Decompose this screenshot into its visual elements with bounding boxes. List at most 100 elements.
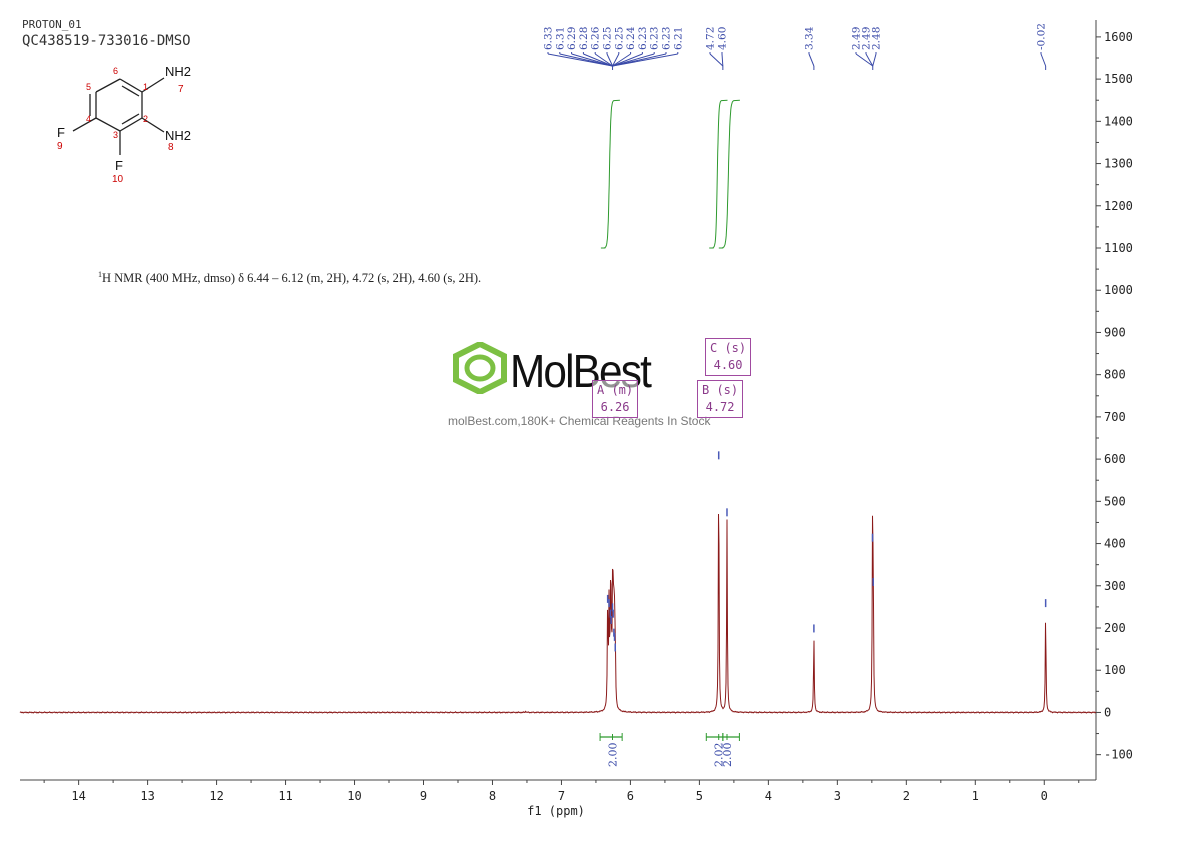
y-tick-label: 1100 (1104, 241, 1133, 255)
atom-9-number: 9 (57, 141, 63, 152)
peak-label: 6.21 (672, 27, 684, 50)
y-tick-label: 400 (1104, 537, 1126, 551)
spectrum-line (19, 513, 1097, 714)
integral-curve (600, 99, 620, 249)
annotation-b-shift: 4.72 (705, 400, 735, 414)
experiment-name: PROTON_01 (22, 18, 82, 31)
annotation-b-label: B (s) (702, 383, 739, 397)
annotation-c-shift: 4.60 (713, 358, 743, 372)
annotation-a-shift: 6.26 (600, 400, 630, 414)
annotation-a: A (m) 6.26 (592, 380, 639, 418)
peak-label-link (612, 53, 631, 67)
peak-label: 2.48 (871, 27, 883, 50)
peak-label-link (559, 53, 613, 67)
spectrum (19, 513, 1097, 714)
nmr-summary-isotope: 1 (98, 270, 102, 279)
peak-label-link (612, 53, 643, 67)
y-tick-label: 100 (1104, 663, 1126, 677)
integral-value: 2.00 (606, 743, 619, 768)
peak-label-link (721, 53, 724, 67)
x-axis-label: f1 (ppm) (527, 804, 585, 818)
integral-curves (600, 99, 740, 249)
ring-number-4: 4 (86, 114, 91, 124)
peak-label: 6.24 (625, 26, 637, 50)
peak-label: 2.49 (851, 27, 863, 50)
y-tick-label: 1400 (1104, 114, 1133, 128)
benzene-ring (72, 77, 165, 155)
x-tick-label: 7 (558, 789, 565, 803)
peak-label: -0.02 (1036, 23, 1048, 50)
peak-labels: 6.33 6.31 6.29 6.28 6.26 6.25 6.25 6.24 6.23 6.23… (543, 23, 1048, 70)
peak-label: 6.33 (543, 27, 555, 50)
peak-label: 2.49 (861, 27, 873, 50)
ring-number-5: 5 (86, 82, 91, 92)
y-tick-label: 1200 (1104, 199, 1133, 213)
x-tick-label: 12 (209, 789, 223, 803)
y-tick-label: -100 (1104, 748, 1133, 762)
x-tick-label: 10 (347, 789, 361, 803)
integral-value: 2.00 (721, 743, 734, 768)
peak-label: 6.25 (613, 27, 625, 50)
peak-label-link (709, 53, 724, 67)
integral-bars: 2.00 2.022.00 (599, 733, 740, 768)
x-tick-label: 3 (834, 789, 841, 803)
x-tick-label: 5 (696, 789, 703, 803)
peak-label: 6.29 (566, 27, 578, 50)
atom-7-label: NH2 (165, 64, 191, 79)
peak-markers (606, 451, 1047, 652)
peak-label-link (872, 53, 877, 67)
peak-label: 4.60 (717, 27, 729, 50)
integral-curve (709, 99, 728, 249)
x-tick-label: 2 (903, 789, 910, 803)
x-tick-label: 14 (71, 789, 85, 803)
annotation-c: C (s) 4.60 (705, 338, 752, 376)
peak-label: 3.34 (804, 26, 816, 50)
peak-label: 6.25 (602, 27, 614, 50)
y-axis: -100 0 100 200 300 400 500 600 700 800 900 1000 1100… (1095, 20, 1133, 780)
peak-label: 4.72 (705, 27, 717, 50)
x-axis: 14 13 12 11 10 9 8 7 6 5 4 3 2 1 0 (20, 779, 1096, 803)
peak-label-link (1040, 53, 1047, 67)
y-tick-label: 600 (1104, 452, 1126, 466)
y-tick-label: 800 (1104, 368, 1126, 382)
peak-label-link (855, 53, 874, 67)
y-tick-label: 700 (1104, 410, 1126, 424)
peak-label-link (571, 53, 613, 67)
y-tick-label: 0 (1104, 705, 1111, 719)
peak-label: 6.23 (661, 27, 673, 50)
annotation-c-label: C (s) (710, 341, 747, 355)
atom-10-label: F (115, 158, 123, 173)
ring-number-1: 1 (143, 82, 148, 92)
annotation-a-label: A (m) (597, 383, 634, 397)
y-tick-label: 900 (1104, 325, 1126, 339)
atom-10-number: 10 (112, 174, 124, 185)
y-tick-label: 500 (1104, 494, 1126, 508)
x-tick-label: 11 (278, 789, 292, 803)
atom-8-label: NH2 (165, 128, 191, 143)
peak-label-link (865, 53, 874, 67)
peak-label: 6.28 (578, 27, 590, 50)
peak-label: 6.26 (590, 26, 602, 50)
integral-curve (718, 99, 740, 249)
molbest-tagline: molBest.com,180K+ Chemical Reagents In S… (448, 414, 711, 428)
x-tick-label: 4 (765, 789, 772, 803)
y-tick-label: 1000 (1104, 283, 1133, 297)
peak-label: 6.31 (554, 27, 566, 50)
x-tick-label: 8 (489, 789, 496, 803)
atom-9-label: F (57, 125, 65, 140)
molbest-logo-icon (453, 342, 507, 394)
ring-number-6: 6 (113, 66, 118, 76)
ring-number-2: 2 (143, 114, 148, 124)
y-tick-label: 1500 (1104, 72, 1133, 86)
x-tick-label: 9 (420, 789, 427, 803)
molecule-structure: NH2 7 NH2 8 F 9 F 10 1 2 3 4 5 6 (57, 64, 191, 185)
atom-7-number: 7 (178, 84, 184, 95)
peak-label-link (808, 53, 815, 67)
integral-value: 2.02 (713, 743, 726, 768)
nmr-summary: 1H NMR (400 MHz, dmso) δ 6.44 – 6.12 (m,… (98, 270, 481, 286)
annotation-b: B (s) 4.72 (697, 380, 744, 418)
y-tick-label: 1600 (1104, 30, 1133, 44)
ring-number-3: 3 (113, 130, 118, 140)
x-tick-label: 13 (140, 789, 154, 803)
